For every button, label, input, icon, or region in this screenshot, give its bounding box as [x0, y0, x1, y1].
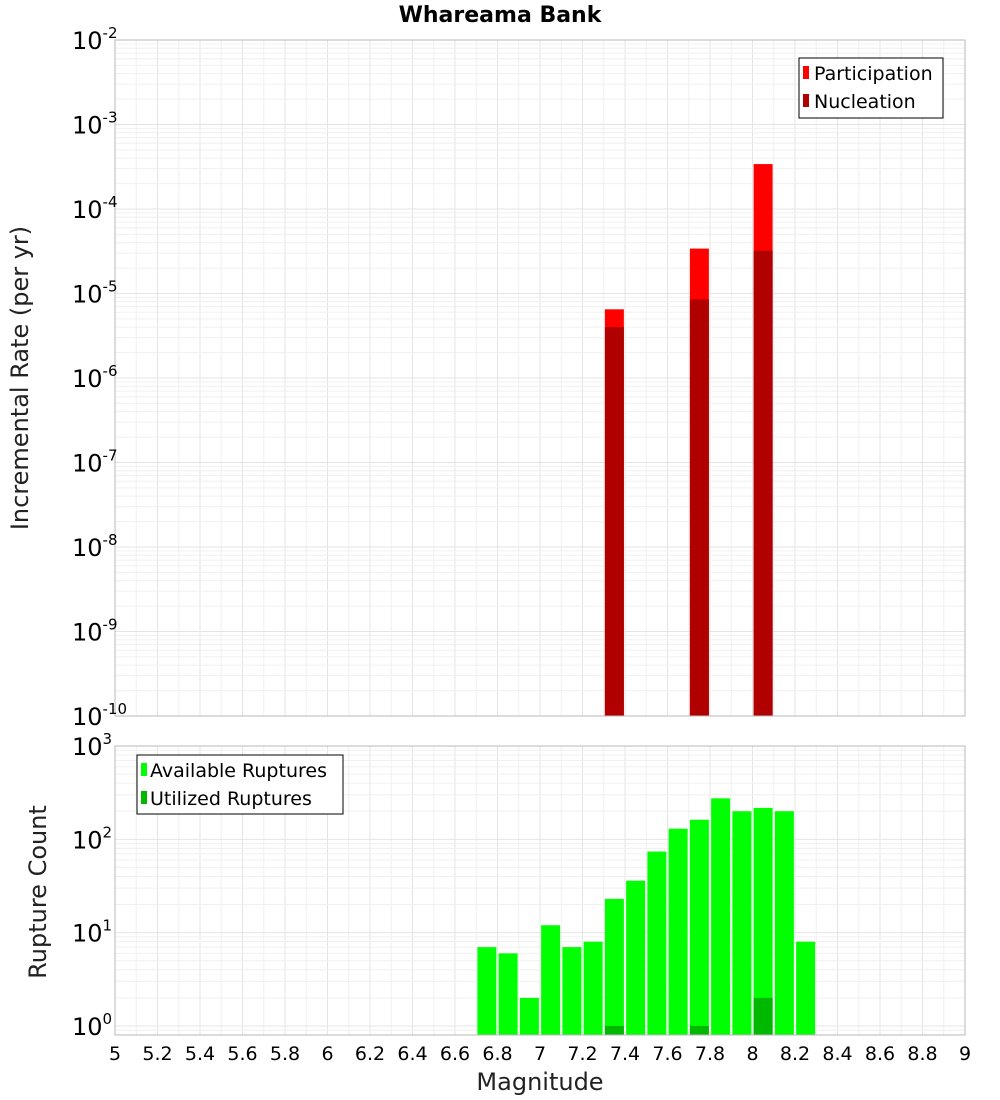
available-ruptures-bar: [498, 953, 518, 1035]
rate-y-axis-label: Incremental Rate (per yr): [6, 226, 34, 530]
x-tick-label: 5.2: [142, 1043, 172, 1065]
rate-y-tick-label: 10-7: [72, 447, 118, 478]
count-plot-area: [114, 745, 966, 1036]
x-tick-label: 7.2: [567, 1043, 597, 1065]
rate-y-tick-label: 10-6: [72, 362, 118, 393]
x-tick-label: 7.4: [610, 1043, 640, 1065]
count-legend: Available Ruptures Utilized Ruptures: [136, 754, 344, 815]
available-ruptures-bar: [753, 807, 773, 1035]
x-tick-label: 6: [321, 1043, 333, 1065]
utilized-ruptures-bar: [753, 997, 773, 1035]
rate-plot-area: [114, 39, 966, 717]
legend-utilized-label: Utilized Ruptures: [150, 788, 312, 810]
rate-panel-bars: [604, 164, 773, 716]
x-tick-label: 8.4: [822, 1043, 852, 1065]
rate-y-ticks: 10-2 10-3 10-4 10-5 10-6 10-7 10-8 10-9 10-10: [72, 24, 127, 731]
legend-available-swatch: [141, 763, 147, 776]
available-ruptures-bar: [796, 941, 816, 1035]
utilized-ruptures-bar: [689, 1025, 709, 1035]
rate-y-tick-label: 10-9: [72, 616, 118, 647]
rate-y-tick-label: 10-4: [72, 193, 118, 224]
x-tick-label: 6.6: [440, 1043, 470, 1065]
rate-y-tick-label: 10-10: [72, 700, 127, 731]
nucleation-bar: [689, 299, 709, 716]
available-ruptures-bar: [774, 811, 794, 1035]
available-ruptures-bar: [519, 997, 539, 1035]
x-tick-label: 5.4: [185, 1043, 215, 1065]
x-tick-label: 8.2: [780, 1043, 810, 1065]
count-y-tick-label: 103: [72, 730, 112, 761]
count-y-axis-label: Rupture Count: [24, 805, 52, 979]
x-tick-label: 5: [109, 1043, 121, 1065]
x-tick-label: 8.8: [907, 1043, 937, 1065]
available-ruptures-bar: [583, 941, 603, 1035]
available-ruptures-bar: [647, 851, 667, 1035]
x-tick-label: 7.6: [652, 1043, 682, 1065]
x-tick-label: 7.8: [695, 1043, 725, 1065]
chart-title: Whareama Bank: [399, 3, 603, 28]
legend-nucleation-swatch: [803, 94, 809, 107]
x-tick-label: 6.2: [355, 1043, 385, 1065]
x-axis-label: Magnitude: [476, 1068, 603, 1096]
available-ruptures-bar: [604, 898, 624, 1035]
x-tick-label: 6.8: [482, 1043, 512, 1065]
x-tick-label: 8: [746, 1043, 758, 1065]
legend-participation-swatch: [803, 66, 809, 79]
count-legend-box: [136, 754, 344, 815]
count-y-tick-label: 101: [72, 917, 112, 948]
legend-available-label: Available Ruptures: [150, 760, 327, 782]
rate-y-tick-label: 10-2: [72, 24, 118, 55]
available-ruptures-bar: [477, 947, 497, 1035]
available-ruptures-bar: [732, 811, 752, 1035]
x-tick-label: 5.6: [227, 1043, 257, 1065]
legend-nucleation-label: Nucleation: [814, 91, 916, 113]
count-y-tick-label: 100: [72, 1010, 112, 1041]
nucleation-bar: [753, 250, 773, 716]
rate-y-tick-label: 10-3: [72, 109, 118, 140]
available-ruptures-bar: [626, 880, 646, 1035]
rate-y-tick-label: 10-5: [72, 278, 118, 309]
rate-y-tick-label: 10-8: [72, 531, 118, 562]
rate-legend-box: [798, 57, 944, 119]
count-panel-bars: [477, 798, 816, 1035]
count-y-tick-label: 102: [72, 823, 112, 854]
x-tick-label: 9: [959, 1043, 971, 1065]
available-ruptures-bar: [668, 828, 688, 1035]
x-tick-labels: 5 5.2 5.4 5.6 5.8 6 6.2 6.4 6.6 6.8 7 7.2 7.4 7.6 7.8 8…: [109, 1043, 971, 1065]
rate-panel-grid: [114, 40, 966, 716]
x-tick-label: 8.6: [865, 1043, 895, 1065]
rate-legend: Participation Nucleation: [798, 57, 944, 119]
x-tick-label: 6.4: [397, 1043, 427, 1065]
legend-utilized-swatch: [141, 791, 147, 804]
legend-participation-label: Participation: [814, 63, 933, 85]
x-tick-label: 5.8: [270, 1043, 300, 1065]
count-y-ticks: 103 102 101 100: [72, 730, 112, 1041]
available-ruptures-bar: [689, 819, 709, 1035]
available-ruptures-bar: [541, 925, 561, 1035]
available-ruptures-bar: [562, 947, 582, 1035]
utilized-ruptures-bar: [604, 1025, 624, 1035]
x-tick-label: 7: [534, 1043, 546, 1065]
nucleation-bar: [604, 327, 624, 716]
available-ruptures-bar: [711, 798, 731, 1035]
